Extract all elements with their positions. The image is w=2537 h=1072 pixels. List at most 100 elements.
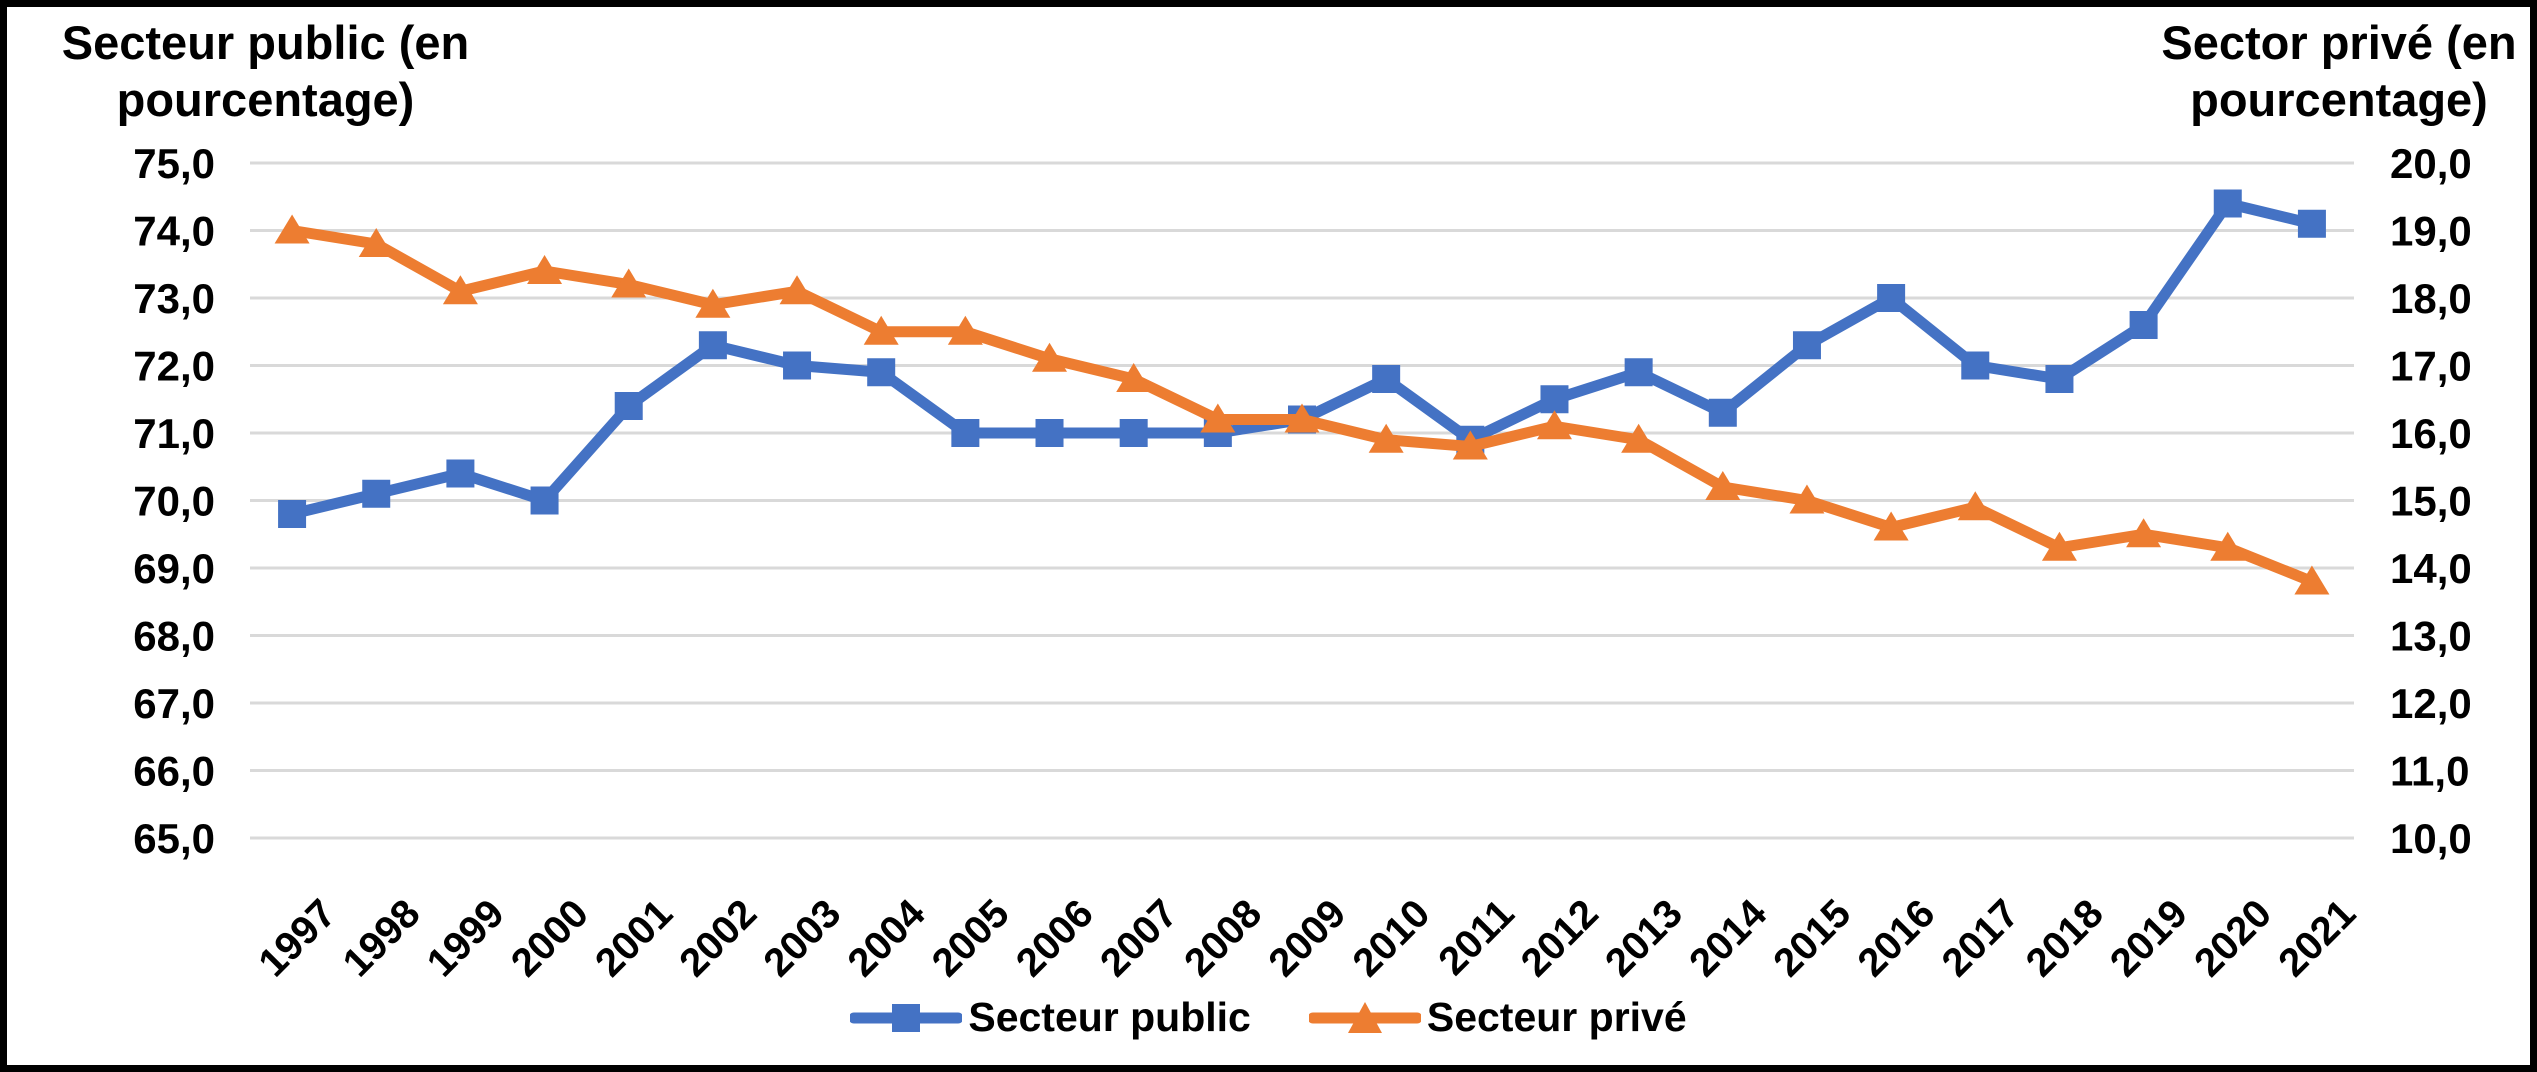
data-point-square-marker <box>278 500 307 528</box>
data-point-triangle-marker <box>1284 403 1320 433</box>
right-axis-title-line1: Sector privé (en <box>2161 16 2517 69</box>
data-point-square-marker <box>1119 419 1148 447</box>
x-axis-year-label: 1999 <box>419 891 513 985</box>
data-point-triangle-marker <box>274 214 310 244</box>
left-axis-tick-label: 72,0 <box>133 343 215 390</box>
x-axis-year-label: 2009 <box>1260 891 1354 985</box>
data-point-triangle-marker <box>442 275 478 305</box>
x-axis-year-label: 2002 <box>671 891 765 985</box>
left-axis-tick-label: 67,0 <box>133 680 215 727</box>
data-point-triangle-marker <box>2041 531 2077 561</box>
data-point-triangle-marker <box>779 275 815 305</box>
right-axis-tick-label: 20,0 <box>2390 140 2472 187</box>
series-line-public <box>286 198 2318 520</box>
data-point-square-marker <box>530 486 559 515</box>
left-axis-tick-label: 69,0 <box>133 545 215 592</box>
x-axis-year-label: 2003 <box>755 891 849 985</box>
x-axis-year-label: 2020 <box>2186 891 2280 985</box>
data-point-square-marker <box>1792 331 1821 360</box>
x-axis-year-label: 2011 <box>1430 891 1522 983</box>
right-axis-tick-label: 14,0 <box>2390 545 2472 592</box>
x-axis-year-label: 2019 <box>2102 891 2196 985</box>
legend-prive-label: Secteur privé <box>1426 994 1687 1040</box>
left-axis-tick-label: 70,0 <box>133 478 215 525</box>
x-axis-year-label: 2000 <box>503 891 597 985</box>
left-axis-tick-label: 75,0 <box>133 140 215 187</box>
x-axis-year-label: 2007 <box>1092 891 1186 985</box>
data-point-triangle-marker <box>1789 484 1825 514</box>
data-point-triangle-marker <box>1621 423 1657 453</box>
x-axis-year-label: 2005 <box>924 891 1018 985</box>
x-axis-year-label: 2008 <box>1176 891 1270 985</box>
left-axis-tick-label: 65,0 <box>133 815 215 862</box>
data-point-triangle-marker <box>1873 511 1909 541</box>
x-axis-year-label: 2012 <box>1513 891 1607 985</box>
right-axis-tick-label: 19,0 <box>2390 208 2472 255</box>
right-axis-tick-label: 13,0 <box>2390 613 2472 660</box>
x-axis-year-label: 2004 <box>840 891 935 986</box>
x-axis-year-label: 2010 <box>1344 891 1438 985</box>
x-axis-year-label: 2001 <box>587 891 681 985</box>
right-axis-tick-label: 11,0 <box>2390 748 2469 795</box>
data-point-square-marker <box>446 459 475 488</box>
legend-public-label: Secteur public <box>968 994 1251 1040</box>
x-axis-year-label: 2013 <box>1597 891 1691 985</box>
data-point-triangle-marker <box>695 288 731 318</box>
x-axis-year-label: 2017 <box>1934 891 2028 985</box>
right-axis-tick-label: 17,0 <box>2390 343 2472 390</box>
right-axis-tick-label: 15,0 <box>2390 478 2472 525</box>
x-axis-year-label: 2016 <box>1849 891 1943 985</box>
data-point-square-marker <box>951 419 980 447</box>
data-point-square-marker <box>2213 189 2242 218</box>
left-axis-tick-label: 66,0 <box>133 748 215 795</box>
left-axis-title-line2: pourcentage) <box>116 73 415 126</box>
legend-prive-line-triangle-icon <box>1308 1001 1421 1033</box>
data-point-square-marker <box>1961 351 1990 380</box>
x-axis-year-label: 1997 <box>250 891 344 985</box>
data-point-square-marker <box>614 392 643 420</box>
data-point-triangle-marker <box>611 268 647 298</box>
legend-item-public: Secteur public <box>850 994 1251 1041</box>
data-point-triangle-marker <box>2126 518 2162 548</box>
data-point-square-marker <box>1035 419 1064 447</box>
data-point-square-marker <box>1877 284 1906 312</box>
right-axis-tick-label: 10,0 <box>2390 815 2472 862</box>
left-axis-title: Secteur public (en pourcentage) <box>58 14 473 128</box>
data-point-triangle-marker <box>1957 491 1993 521</box>
x-axis-year-label: 2018 <box>2018 891 2112 985</box>
right-axis-tick-label: 16,0 <box>2390 410 2472 457</box>
right-axis-tick-label: 12,0 <box>2390 680 2472 727</box>
legend-item-prive: Secteur privé <box>1308 994 1687 1041</box>
data-point-triangle-marker <box>358 228 394 258</box>
left-axis-title-line1: Secteur public (en <box>61 16 470 69</box>
legend-public-line-square-icon <box>850 1003 963 1032</box>
data-point-triangle-marker <box>947 315 983 345</box>
data-point-square-marker <box>1540 385 1569 414</box>
data-point-triangle-marker <box>2210 531 2246 561</box>
data-point-triangle-marker <box>1116 363 1152 393</box>
data-point-triangle-marker <box>1536 410 1572 440</box>
data-point-triangle-marker <box>1032 342 1068 372</box>
data-point-triangle-marker <box>1368 423 1404 453</box>
data-point-square-marker <box>1624 358 1653 387</box>
data-point-square-marker <box>2129 311 2158 339</box>
data-point-triangle-marker <box>863 315 899 345</box>
right-axis-tick-label: 18,0 <box>2390 275 2472 322</box>
x-axis-year-label: 2006 <box>1008 891 1102 985</box>
data-point-square-marker <box>2045 365 2074 393</box>
left-axis-tick-label: 74,0 <box>133 208 215 255</box>
left-axis-tick-label: 71,0 <box>133 410 215 457</box>
x-axis-year-label: 2021 <box>2270 891 2364 985</box>
data-point-triangle-marker <box>527 255 563 285</box>
data-point-square-marker <box>867 358 896 387</box>
data-point-triangle-marker <box>1705 471 1741 501</box>
data-point-square-marker <box>2297 209 2326 238</box>
x-axis-year-label: 2015 <box>1765 891 1859 985</box>
data-point-square-marker <box>783 351 812 380</box>
data-point-square-marker <box>1708 398 1737 427</box>
legend: Secteur public Secteur privé <box>0 994 2537 1041</box>
x-axis-year-label: 1998 <box>335 891 429 985</box>
data-point-square-marker <box>362 479 391 508</box>
data-point-triangle-marker <box>1200 403 1236 433</box>
